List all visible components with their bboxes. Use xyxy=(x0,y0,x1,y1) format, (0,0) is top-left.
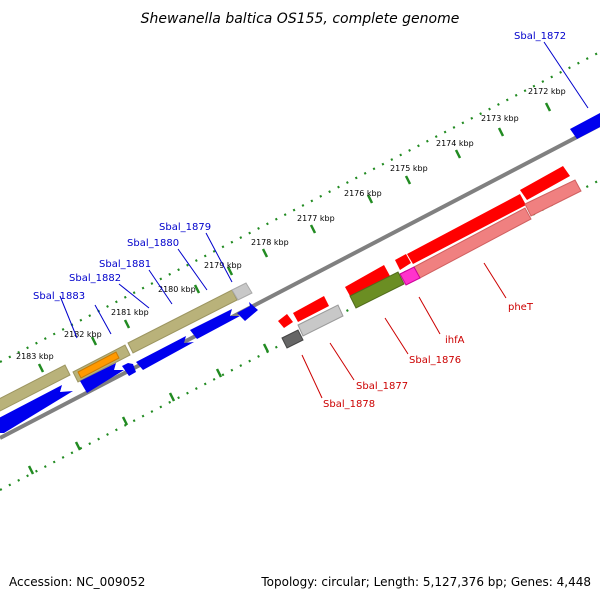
gene-label-sbal-1878[interactable]: Sbal_1878 xyxy=(323,399,375,410)
tick-label: 2180 kbp xyxy=(158,285,196,294)
forward-gene-arrows xyxy=(0,113,600,433)
gene-label-sbal-1872[interactable]: Sbal_1872 xyxy=(514,31,566,42)
gene-arrow-blue xyxy=(0,385,73,433)
tick-label: 2183 kbp xyxy=(16,352,54,361)
accession-text: Accession: NC_009052 xyxy=(9,575,145,589)
topology-text: Topology: circular; Length: 5,127,376 bp… xyxy=(260,575,591,589)
feature-magenta xyxy=(399,266,421,286)
feature-grey xyxy=(231,282,253,301)
gene-arrow-blue xyxy=(80,363,124,393)
feature-darkgrey xyxy=(281,329,304,349)
tick-label: 2178 kbp xyxy=(251,238,289,247)
feature-lightgrey xyxy=(297,304,344,337)
gene-label-ihfa[interactable]: ihfA xyxy=(445,335,465,346)
tick-label: 2182 kbp xyxy=(64,330,102,339)
gene-arrow-blue xyxy=(122,363,136,376)
gene-label-sbal-1882[interactable]: Sbal_1882 xyxy=(69,273,121,284)
gene-arrow-blue xyxy=(190,309,240,339)
gene-label-sbal-1881[interactable]: Sbal_1881 xyxy=(99,259,151,270)
gene-arrow-blue xyxy=(136,336,194,370)
feature-olive xyxy=(349,271,405,309)
gene-arrow-red xyxy=(407,194,526,264)
reverse-gene-arrows xyxy=(278,166,582,349)
gene-arrow-red xyxy=(520,166,570,200)
tick-label: 2177 kbp xyxy=(297,214,335,223)
gene-label-sbal-1877[interactable]: Sbal_1877 xyxy=(356,381,408,392)
gene-label-sbal-1879[interactable]: Sbal_1879 xyxy=(159,222,211,233)
gene-label-sbal-1883[interactable]: Sbal_1883 xyxy=(33,291,85,302)
gene-arrow-blue xyxy=(237,302,258,321)
gene-arrow-red xyxy=(345,265,390,296)
gene-label-phet[interactable]: pheT xyxy=(508,302,534,313)
feature-khaki xyxy=(127,289,238,354)
tick-label: 2172 kbp xyxy=(528,87,566,96)
gene-label-sbal-1876[interactable]: Sbal_1876 xyxy=(409,355,461,366)
tick-label: 2175 kbp xyxy=(390,164,428,173)
major-ticks xyxy=(37,102,552,373)
tick-label: 2173 kbp xyxy=(481,114,519,123)
tick-label: 2181 kbp xyxy=(111,308,149,317)
feature-pink xyxy=(524,179,582,217)
feature-khaki xyxy=(0,364,71,412)
gene-arrow-red xyxy=(293,296,329,322)
feature-orange xyxy=(77,351,120,379)
tick-label: 2174 kbp xyxy=(436,139,474,148)
gene-arrow-red xyxy=(395,254,411,270)
label-leaders xyxy=(59,41,589,399)
genome-title: Shewanella baltica OS155, complete genom… xyxy=(141,11,460,27)
genome-backbone xyxy=(0,123,600,440)
gene-label-sbal-1880[interactable]: Sbal_1880 xyxy=(127,238,179,249)
gene-arrow-blue xyxy=(570,113,600,139)
tick-label: 2176 kbp xyxy=(344,189,382,198)
forward-feature-track xyxy=(0,282,253,412)
gene-labels: Sbal_1872 Sbal_1879 Sbal_1880 Sbal_1881 … xyxy=(33,31,566,410)
gene-arrow-red xyxy=(278,314,293,328)
